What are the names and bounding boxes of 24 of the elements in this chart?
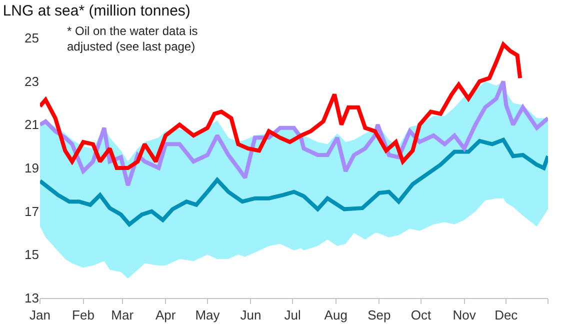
- x-tick-label: Dec: [494, 308, 518, 323]
- line-series: [40, 42, 522, 170]
- line-series: [40, 79, 548, 188]
- x-tick-label: Mar: [111, 308, 134, 323]
- chart-title: LNG at sea* (million tonnes): [2, 2, 190, 20]
- y-tick-label: 13: [24, 290, 39, 306]
- x-tick-label: Aug: [324, 308, 348, 323]
- y-tick-label: 15: [24, 247, 39, 262]
- y-tick-label: 21: [24, 117, 39, 132]
- x-tick-label: Jul: [284, 308, 302, 323]
- y-tick-label: 23: [24, 74, 39, 89]
- x-tick-label: Sep: [368, 308, 391, 323]
- x-tick-label: May: [195, 308, 220, 323]
- y-tick-label: 25: [24, 30, 39, 46]
- annotation: * Oil on the water data is adjusted (see last page): [67, 24, 198, 54]
- x-tick-label: Jan: [30, 308, 50, 323]
- x-tick-label: Jun: [240, 308, 262, 323]
- x-tick-label: Feb: [72, 308, 94, 323]
- y-tick-label: 19: [24, 160, 39, 176]
- y-tick-label: 17: [24, 204, 39, 219]
- x-tick-label: Apr: [155, 308, 176, 323]
- line-series: [40, 138, 548, 226]
- x-tick-label: Nov: [452, 308, 476, 323]
- x-tick-label: Oct: [410, 308, 432, 323]
